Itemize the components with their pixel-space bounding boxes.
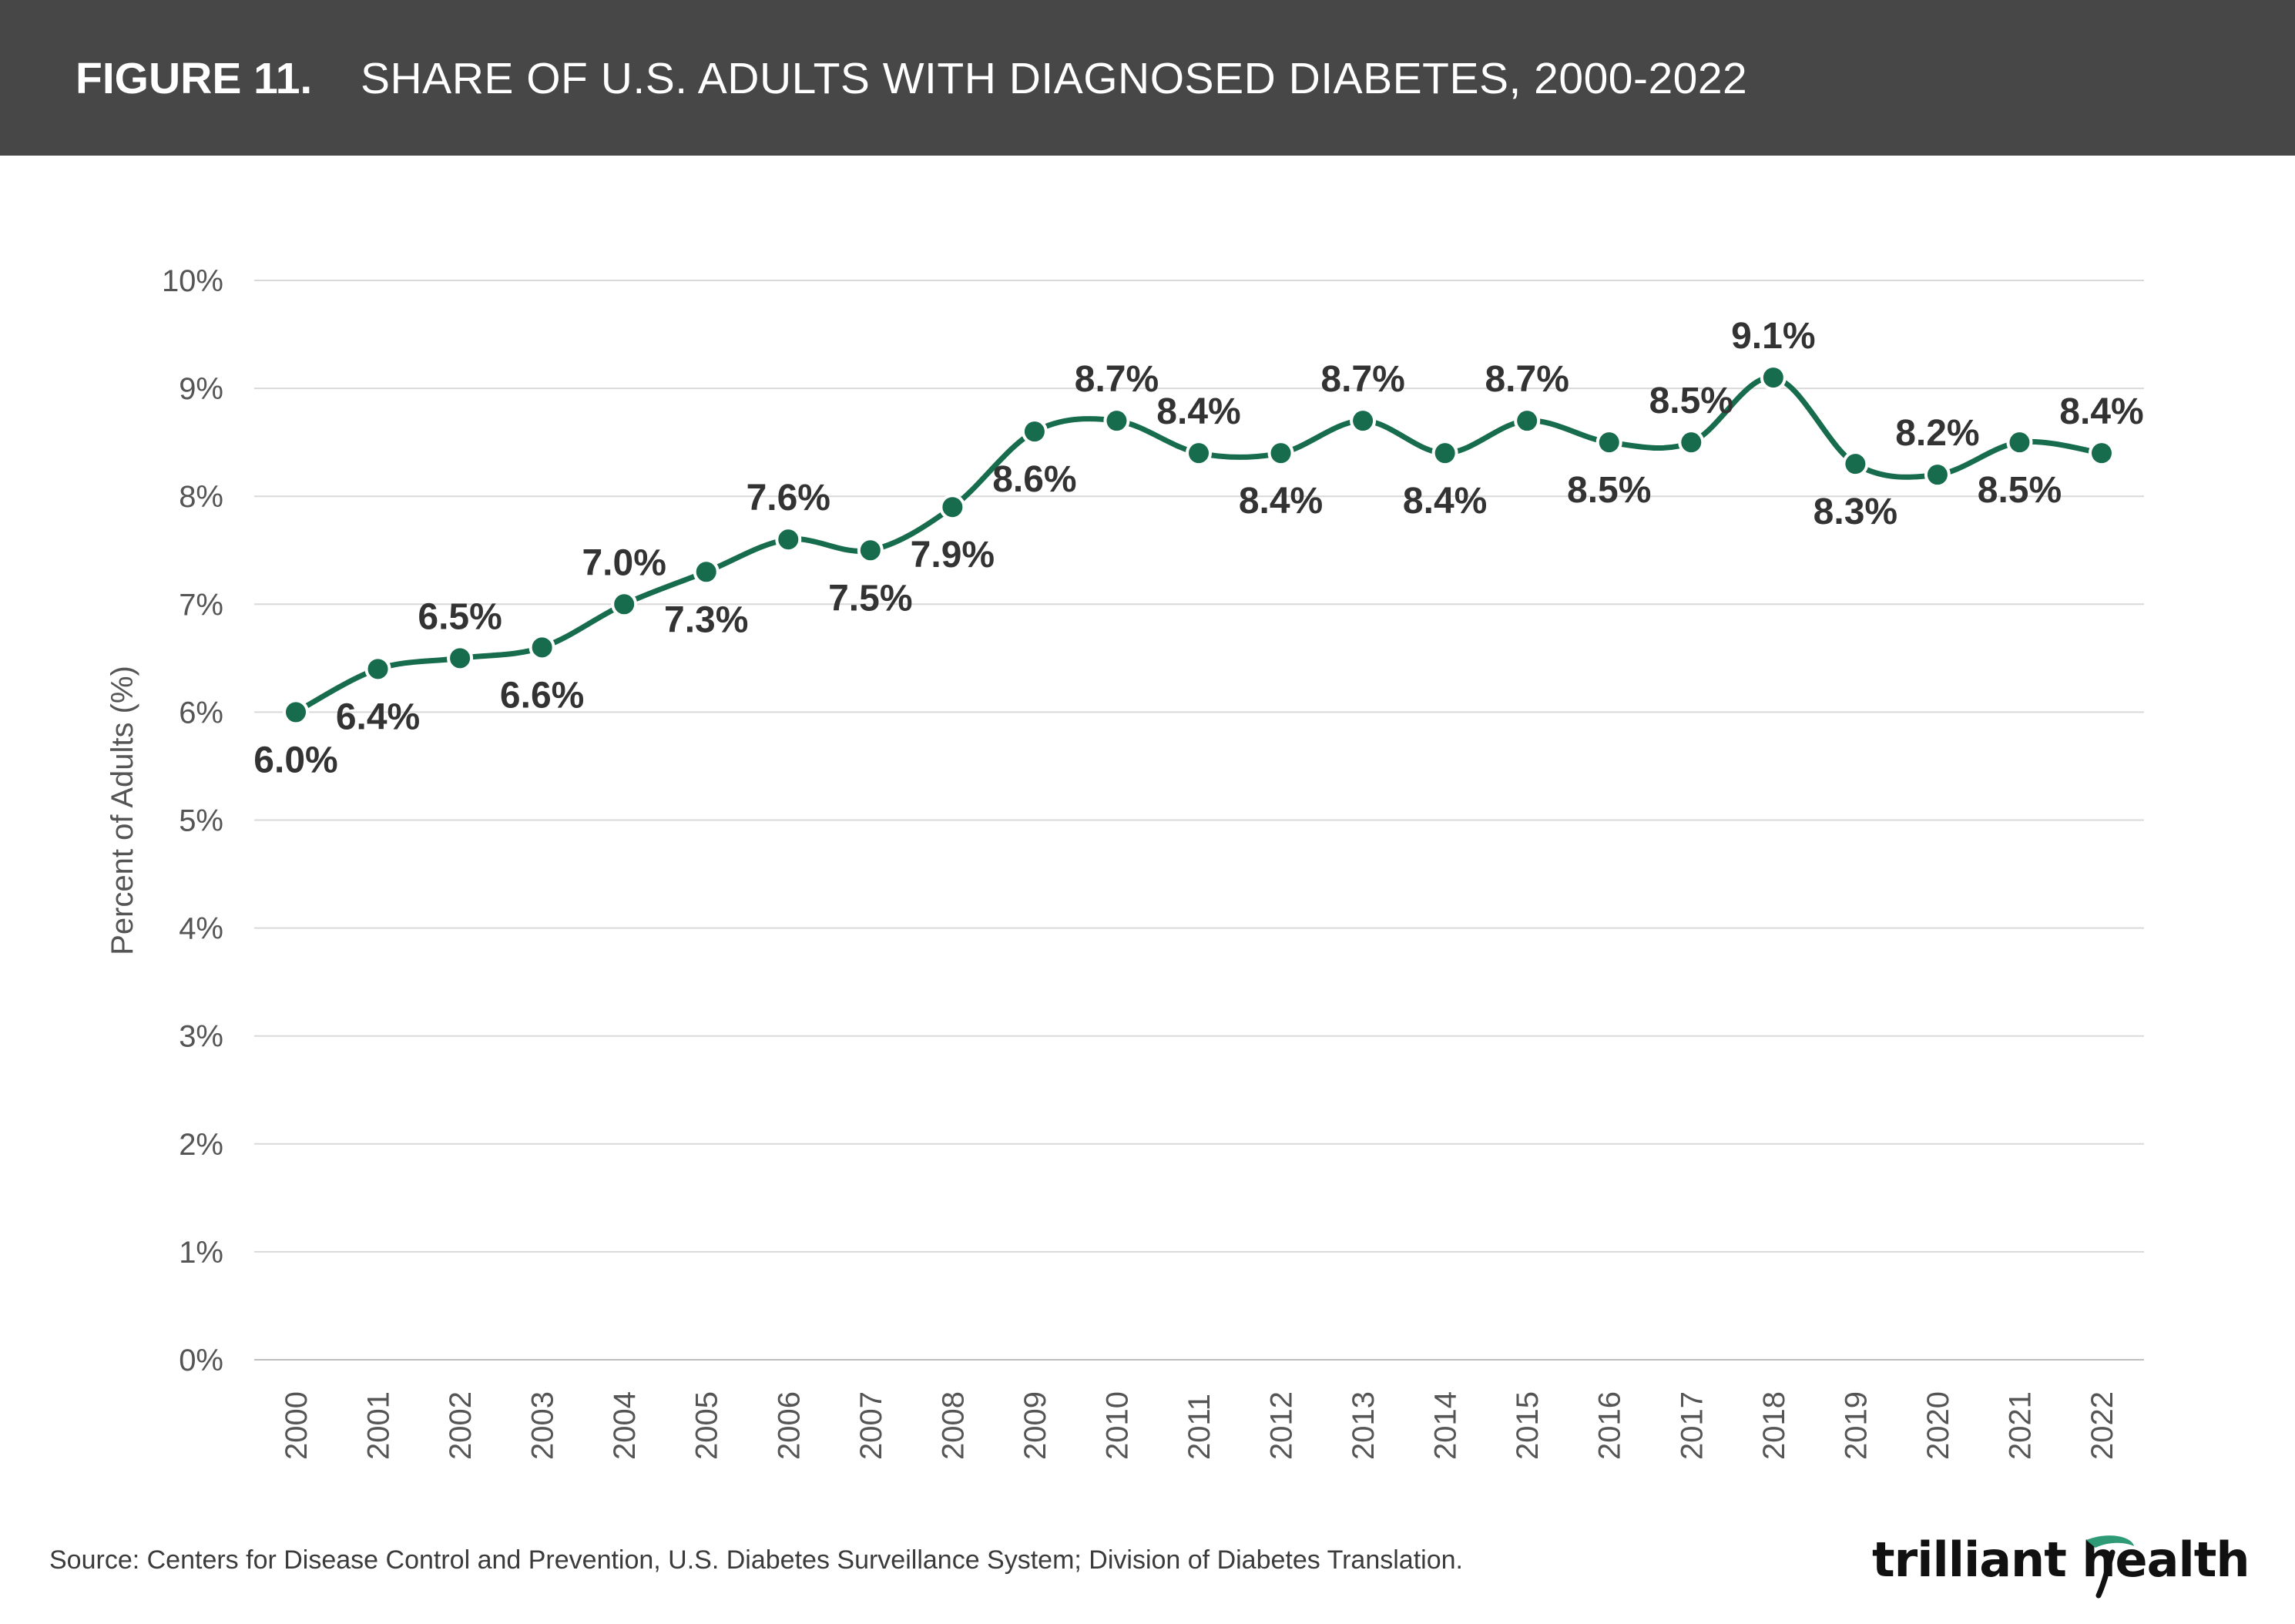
data-label: 7.5% — [828, 578, 912, 619]
data-point — [1842, 451, 1869, 478]
trilliant-health-logo: trilliant health — [1872, 1529, 2250, 1599]
data-label: 8.7% — [1485, 359, 1569, 400]
y-tick-label: 10% — [162, 264, 223, 298]
data-label: 8.6% — [992, 459, 1076, 500]
data-point — [1103, 408, 1130, 435]
data-label: 6.4% — [336, 696, 420, 737]
logo-wordmark: trilliant health — [1872, 1532, 2250, 1588]
data-point — [857, 537, 884, 564]
trilliant-swoosh-icon — [2086, 1535, 2134, 1599]
y-axis-label: Percent of Adults (%) — [106, 666, 139, 955]
x-tick-label: 2018 — [1757, 1391, 1791, 1460]
y-tick-label: 7% — [179, 588, 223, 622]
data-label: 8.4% — [2059, 391, 2143, 432]
x-axis-ticks: 2000 2001 2002 2003 2004 2005 2006 2007 2008 2009… — [280, 1391, 2119, 1460]
data-label: 8.3% — [1814, 492, 1897, 532]
data-point — [2089, 440, 2115, 467]
data-point — [2006, 429, 2033, 456]
data-point — [611, 591, 638, 618]
data-label: 8.5% — [1567, 470, 1651, 511]
x-tick-label: 2010 — [1100, 1391, 1134, 1460]
data-point — [1431, 440, 1458, 467]
data-label: 6.0% — [253, 740, 337, 780]
x-tick-label: 2020 — [1921, 1391, 1955, 1460]
x-tick-label: 2004 — [608, 1391, 642, 1460]
x-tick-label: 2009 — [1018, 1391, 1052, 1460]
x-tick-label: 2017 — [1675, 1391, 1709, 1460]
y-tick-label: 9% — [179, 372, 223, 406]
data-label: 6.6% — [500, 675, 584, 716]
data-label: 9.1% — [1731, 316, 1815, 357]
data-label: 8.5% — [1649, 381, 1733, 421]
y-tick-label: 3% — [179, 1020, 223, 1054]
y-tick-label: 8% — [179, 480, 223, 514]
data-label: 6.5% — [418, 596, 502, 637]
data-point — [447, 645, 474, 672]
figure-label: FIGURE 11. — [75, 54, 313, 103]
data-point — [1760, 364, 1787, 391]
data-label: 8.2% — [1895, 413, 1979, 454]
y-tick-label: 4% — [179, 912, 223, 946]
data-label: 8.7% — [1320, 359, 1404, 400]
x-tick-label: 2016 — [1593, 1391, 1627, 1460]
data-label: 8.4% — [1403, 481, 1487, 522]
data-point — [1267, 440, 1294, 467]
x-tick-label: 2000 — [280, 1391, 314, 1460]
data-point — [775, 526, 802, 553]
y-axis-ticks: 0% 1% 2% 3% 4% 5% 6% 7% 8% 9% 10% — [162, 264, 223, 1377]
data-label: 8.4% — [1239, 481, 1323, 522]
data-point — [1350, 408, 1377, 435]
x-tick-label: 2001 — [362, 1391, 396, 1460]
y-tick-label: 2% — [179, 1128, 223, 1162]
x-tick-label: 2008 — [936, 1391, 970, 1460]
data-label: 8.4% — [1156, 391, 1240, 432]
data-label: 7.9% — [911, 535, 995, 575]
x-tick-label: 2007 — [854, 1391, 888, 1460]
x-tick-label: 2019 — [1839, 1391, 1873, 1460]
x-tick-label: 2022 — [2085, 1391, 2119, 1460]
x-tick-label: 2011 — [1183, 1394, 1216, 1460]
x-tick-label: 2013 — [1347, 1391, 1381, 1460]
y-tick-label: 5% — [179, 804, 223, 838]
data-point — [1924, 461, 1951, 488]
data-point — [1021, 418, 1048, 445]
data-label: 7.3% — [664, 599, 748, 640]
data-label: 7.6% — [747, 478, 830, 518]
data-point — [693, 559, 720, 586]
source-note: Source: Centers for Disease Control and … — [49, 1545, 1463, 1575]
data-label: 8.7% — [1075, 359, 1159, 400]
gridlines — [254, 280, 2144, 1361]
data-point — [283, 699, 309, 726]
figure-title: SHARE OF U.S. ADULTS WITH DIAGNOSED DIAB… — [361, 54, 1748, 103]
x-tick-label: 2002 — [444, 1391, 478, 1460]
data-point — [939, 494, 966, 521]
x-tick-label: 2014 — [1429, 1391, 1463, 1460]
x-tick-label: 2006 — [772, 1391, 806, 1460]
y-tick-label: 0% — [179, 1344, 223, 1377]
figure-header: FIGURE 11. SHARE OF U.S. ADULTS WITH DIA… — [0, 0, 2295, 156]
data-point — [528, 634, 555, 661]
data-point — [1678, 429, 1705, 456]
data-point — [364, 656, 391, 683]
data-point — [1186, 440, 1212, 467]
data-labels: 6.0%6.4% 6.5% 6.6% 7.0% 7.3% 7.6% 7.5%7.9% 8.6%… — [253, 316, 2143, 780]
x-tick-label: 2021 — [2003, 1391, 2037, 1460]
y-tick-label: 6% — [179, 696, 223, 730]
x-tick-label: 2012 — [1265, 1391, 1299, 1460]
data-label: 7.0% — [582, 542, 666, 583]
x-tick-label: 2003 — [526, 1391, 560, 1460]
data-label: 8.5% — [1978, 470, 2062, 511]
line-chart: 0% 1% 2% 3% 4% 5% 6% 7% 8% 9% 10% Percent of Adult… — [106, 264, 2144, 1460]
data-point — [1595, 429, 1622, 456]
data-points — [283, 364, 2115, 726]
y-tick-label: 1% — [179, 1236, 223, 1270]
data-point — [1514, 408, 1541, 435]
x-tick-label: 2005 — [690, 1391, 724, 1460]
x-tick-label: 2015 — [1511, 1391, 1545, 1460]
